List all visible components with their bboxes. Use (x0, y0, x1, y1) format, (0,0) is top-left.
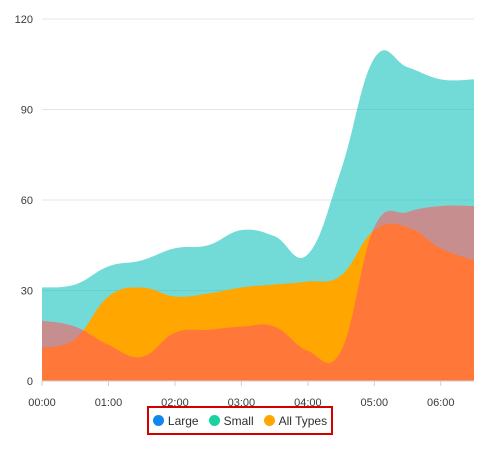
x-tick-label-01:00: 01:00 (95, 397, 123, 409)
x-axis: 00:00 01:00 02:00 03:00 04:00 05:00 06:00 (28, 380, 474, 409)
legend: Large Small All Types (147, 406, 333, 435)
legend-label-all-types: All Types (278, 413, 328, 428)
large-dot-icon (152, 415, 164, 426)
x-tick-label-05:00: 05:00 (361, 397, 389, 409)
area-large (42, 205, 474, 381)
legend-item-large[interactable]: Large (152, 413, 199, 428)
legend-label-small: Small (223, 413, 254, 428)
legend-item-small[interactable]: Small (208, 413, 254, 428)
y-axis: 0 30 60 90 120 (15, 14, 33, 388)
small-dot-icon (208, 415, 220, 426)
y-tick-label-0: 0 (27, 376, 33, 388)
y-tick-label-120: 120 (15, 14, 33, 26)
x-tick-label-06:00: 06:00 (427, 397, 455, 409)
y-tick-label-30: 30 (21, 286, 33, 298)
y-tick-label-60: 60 (21, 195, 33, 207)
y-tick-label-90: 90 (21, 105, 33, 117)
legend-item-all-types[interactable]: All Types (263, 413, 328, 428)
legend-label-large: Large (167, 413, 199, 428)
x-tick-label-00:00: 00:00 (28, 397, 56, 409)
all-types-dot-icon (263, 415, 275, 426)
series-areas (42, 50, 474, 382)
